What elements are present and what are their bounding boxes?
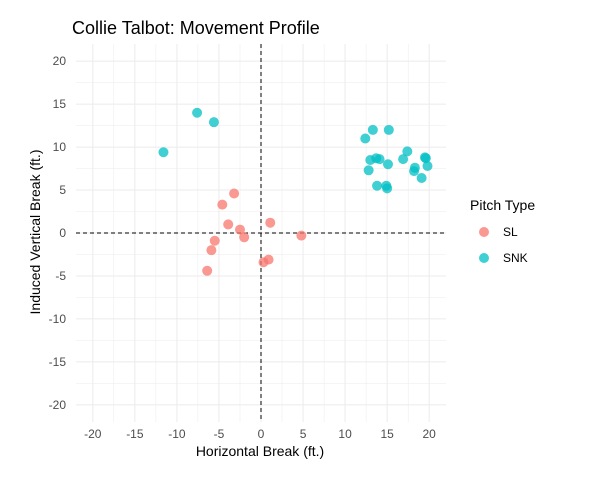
point-sl [217,199,228,210]
point-sl [223,219,234,230]
y-tick-label: -10 [49,312,67,326]
legend-label-sl: SL [503,225,518,239]
y-tick-label: -5 [55,269,66,283]
data-points [158,107,433,276]
point-snk [372,180,383,191]
point-snk [374,154,385,165]
point-snk [382,183,393,194]
point-snk [363,165,374,176]
legend-label-snk: SNK [503,251,528,265]
legend-key-sl [479,227,489,237]
x-tick-label: 20 [423,427,437,441]
legend-title: Pitch Type [470,197,535,213]
point-snk [398,154,409,165]
point-snk [416,173,427,184]
point-snk [383,124,394,135]
x-tick-labels: -20 -15 -10 -5 0 5 10 15 20 [84,427,436,441]
point-sl [202,265,213,276]
y-tick-label: 10 [53,140,67,154]
point-snk [409,166,420,177]
point-sl [296,230,307,241]
point-sl [209,235,220,246]
x-tick-label: 0 [258,427,265,441]
point-sl [206,245,217,256]
x-tick-label: 15 [380,427,394,441]
point-snk [367,124,378,135]
x-tick-label: -10 [168,427,186,441]
point-snk [360,133,371,144]
point-sl [258,257,269,268]
reference-lines [76,44,446,422]
y-tick-label: 20 [53,54,67,68]
point-snk [422,160,433,171]
legend: Pitch Type SL SNK [470,197,535,265]
point-snk [158,147,169,158]
point-snk [402,146,413,157]
legend-key-snk [479,253,489,263]
chart-title: Collie Talbot: Movement Profile [72,18,320,38]
x-tick-label: 5 [300,427,307,441]
y-tick-label: 0 [59,226,66,240]
y-tick-label: -15 [49,355,67,369]
point-sl [265,217,276,228]
y-tick-label: -20 [49,398,67,412]
point-sl [234,224,245,235]
point-snk [208,117,219,128]
point-sl [239,232,250,243]
x-tick-label: -5 [214,427,225,441]
y-tick-label: 5 [59,183,66,197]
point-snk [192,107,203,118]
y-axis-title: Induced Vertical Break (ft.) [27,150,43,315]
point-snk [382,159,393,170]
y-tick-label: 15 [53,97,67,111]
point-sl [229,188,240,199]
point-snk [420,153,431,164]
x-tick-label: 10 [338,427,352,441]
x-tick-label: -20 [84,427,102,441]
x-tick-label: -15 [126,427,144,441]
y-tick-labels: 20 15 10 5 0 -5 -10 -15 -20 [49,54,67,412]
x-axis-title: Horizontal Break (ft.) [196,443,324,459]
